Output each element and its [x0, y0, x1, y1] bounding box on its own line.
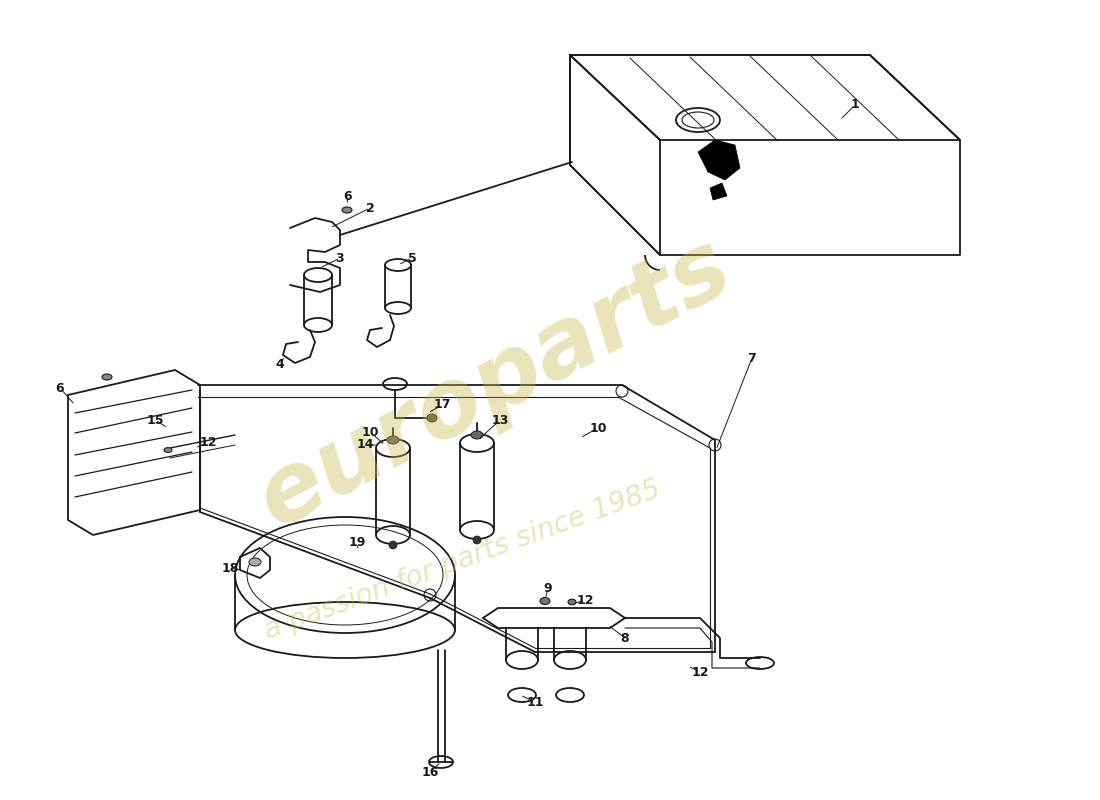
- Ellipse shape: [568, 599, 576, 605]
- Text: 6: 6: [56, 382, 64, 394]
- Text: 8: 8: [620, 631, 629, 645]
- Ellipse shape: [389, 541, 397, 549]
- Text: 12: 12: [691, 666, 708, 678]
- Text: 12: 12: [199, 437, 217, 450]
- Text: 2: 2: [365, 202, 374, 214]
- Text: 16: 16: [421, 766, 439, 778]
- Ellipse shape: [342, 207, 352, 213]
- Text: 10: 10: [590, 422, 607, 434]
- Text: 15: 15: [146, 414, 164, 426]
- Ellipse shape: [427, 414, 437, 422]
- Text: 11: 11: [526, 695, 543, 709]
- Text: 17: 17: [433, 398, 451, 411]
- Text: 13: 13: [492, 414, 508, 426]
- Ellipse shape: [164, 448, 172, 452]
- Text: europarts: europarts: [242, 221, 746, 547]
- Text: 19: 19: [349, 537, 365, 550]
- Ellipse shape: [249, 558, 261, 566]
- Ellipse shape: [473, 536, 481, 544]
- Text: 6: 6: [343, 190, 352, 202]
- Ellipse shape: [102, 374, 112, 380]
- Text: a passion for parts since 1985: a passion for parts since 1985: [260, 475, 664, 645]
- Text: 4: 4: [276, 358, 285, 370]
- Text: 14: 14: [356, 438, 374, 451]
- Ellipse shape: [387, 436, 399, 444]
- Text: 10: 10: [361, 426, 378, 438]
- Text: 5: 5: [408, 251, 417, 265]
- Ellipse shape: [540, 598, 550, 605]
- Ellipse shape: [471, 431, 483, 439]
- Polygon shape: [698, 140, 740, 180]
- Text: 12: 12: [576, 594, 594, 606]
- Polygon shape: [710, 183, 727, 200]
- Text: 1: 1: [850, 98, 859, 111]
- Text: 3: 3: [336, 251, 344, 265]
- Text: 7: 7: [748, 351, 757, 365]
- Text: 9: 9: [543, 582, 552, 594]
- Text: 18: 18: [221, 562, 239, 574]
